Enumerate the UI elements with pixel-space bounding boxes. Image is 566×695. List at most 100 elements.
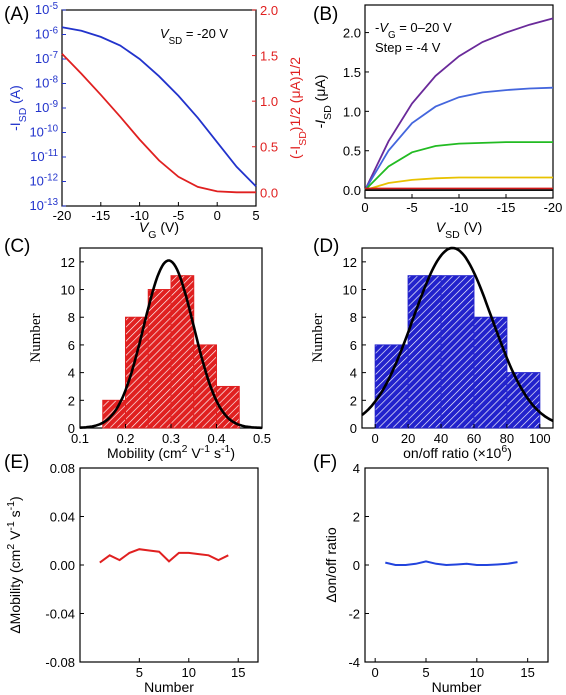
histogram-bar <box>216 385 240 429</box>
histogram-bar <box>193 344 217 429</box>
panel-label: (C) <box>4 236 30 257</box>
y-tick-label: 10 <box>343 283 357 298</box>
panel-label: (D) <box>313 236 339 257</box>
x-tick-label: -5 <box>406 200 418 215</box>
x-tick-label: 15 <box>520 665 534 680</box>
x-tick-label: 60 <box>467 431 481 446</box>
y-tick-label: 0.04 <box>50 510 75 525</box>
x-tick-label: 0 <box>361 200 368 215</box>
histogram-bar <box>407 275 442 429</box>
x-tick-label: -20 <box>53 208 72 223</box>
y-axis-label: Δon/off ratio <box>323 527 339 602</box>
y-tick-label: 0.08 <box>50 461 75 476</box>
histogram-bar <box>125 316 149 429</box>
x-tick-label: 100 <box>529 431 551 446</box>
histogram-bar <box>374 344 409 429</box>
panel-label: (A) <box>4 4 29 25</box>
panel-c: 0.1 0.2 0.3 0.4 0.5 0 2 4 6 8 10 12 Mobility (cm2 V-… <box>28 247 271 461</box>
series-line <box>364 17 554 191</box>
y-tick-label: 4 <box>68 366 75 381</box>
y-tick-label: 2 <box>68 393 75 408</box>
y-axis-label: Number <box>28 313 44 362</box>
x-tick-label: 0.3 <box>162 431 180 446</box>
y-axis-label: Number <box>310 313 326 362</box>
x-axis-label: Number <box>432 679 482 695</box>
y-tick-label: 2.0 <box>343 26 361 41</box>
gaussian-fit-curve <box>79 259 262 430</box>
histogram-bar <box>506 372 541 429</box>
x-tick-label: 0 <box>214 208 221 223</box>
y-right-axis-label: (-ISD)1/2 (μA)1/2 <box>287 57 309 159</box>
y-left-tick-label: 10-8 <box>35 74 58 91</box>
y-right-tick-label: 2.0 <box>260 3 278 18</box>
y-left-tick-label: 10-13 <box>29 197 58 214</box>
x-tick-label: 0.5 <box>253 431 271 446</box>
x-tick-label: 40 <box>434 431 448 446</box>
series-line <box>364 86 554 191</box>
y-tick-label: -0.04 <box>45 607 75 622</box>
y-left-tick-label: 10-10 <box>29 123 58 140</box>
x-tick-label: 20 <box>401 431 415 446</box>
y-axis-label: -ISD (μA) <box>312 75 334 129</box>
x-tick-label: 10 <box>182 665 196 680</box>
y-left-tick-label: 10-11 <box>30 148 58 165</box>
y-tick-label: 2 <box>350 393 357 408</box>
y-tick-label: -2 <box>348 607 360 622</box>
panel-f: 0 5 10 15 -4 -2 0 2 4 Number Δon/off ratio <box>323 461 549 695</box>
y-tick-label: -0.08 <box>45 655 75 670</box>
y-tick-label: 12 <box>343 255 357 270</box>
y-tick-label: 8 <box>350 310 357 325</box>
y-tick-label: 10 <box>61 283 75 298</box>
x-tick-label: 0.4 <box>207 431 225 446</box>
series-line-sqrt-current <box>61 53 256 194</box>
y-left-tick-label: 10-7 <box>35 50 58 67</box>
x-axis-label: VSD (V) <box>436 219 483 241</box>
panel-label: (B) <box>313 4 338 25</box>
y-tick-label: 0.0 <box>343 183 361 198</box>
y-right-tick-label: 0.0 <box>260 185 278 200</box>
gaussian-fit-curve <box>361 246 554 423</box>
x-tick-label: 5 <box>422 665 429 680</box>
panel-d: 0 20 40 60 80 100 0 2 4 6 8 10 12 on/off ratio (×106)… <box>310 246 554 461</box>
y-tick-label: 2 <box>353 510 360 525</box>
x-tick-label: -10 <box>130 208 149 223</box>
x-tick-label: -10 <box>450 200 469 215</box>
y-right-tick-label: 1.5 <box>260 49 278 64</box>
x-tick-label: 5 <box>252 208 259 223</box>
x-axis-label: Mobility (cm2 V-1 s-1) <box>107 443 235 461</box>
x-tick-label: 80 <box>500 431 514 446</box>
y-right-tick-label: 1.0 <box>260 94 278 109</box>
y-tick-label: 0 <box>68 421 75 436</box>
series-line <box>385 560 518 567</box>
y-left-axis-label: -ISD (A) <box>7 85 29 131</box>
plot-frame <box>79 467 259 663</box>
y-tick-label: 1.0 <box>343 104 361 119</box>
y-axis-label: ΔMobility (cm2 V-1 s-1) <box>5 496 23 633</box>
y-right-tick-label: 0.5 <box>260 140 278 155</box>
x-tick-label: 0 <box>372 431 379 446</box>
panel-label: (E) <box>4 452 29 473</box>
x-tick-label: -5 <box>173 208 185 223</box>
x-tick-label: 15 <box>231 665 245 680</box>
x-tick-label: 5 <box>136 665 143 680</box>
histogram-bar <box>473 316 508 429</box>
y-tick-label: 6 <box>350 338 357 353</box>
panel-b: 0 -5 -10 -15 -20 0.0 0.5 1.0 1.5 2.0 -VG = 0–20 VS… <box>312 4 562 241</box>
y-tick-label: 4 <box>350 366 357 381</box>
histogram-bar <box>440 275 475 429</box>
series-line <box>364 176 553 191</box>
panel-e: 5 10 15 -0.08 -0.04 0.00 0.04 0.08 Number ΔMobili… <box>5 461 259 695</box>
annotation-vg: -VG = 0–20 V <box>375 20 452 41</box>
y-tick-label: 0 <box>353 558 360 573</box>
y-tick-label: 12 <box>61 255 75 270</box>
x-tick-label: -15 <box>91 208 110 223</box>
x-axis-label: VG (V) <box>139 219 179 241</box>
y-left-tick-label: 10-12 <box>29 172 58 189</box>
x-tick-label: 10 <box>470 665 484 680</box>
series-line <box>99 548 229 564</box>
y-tick-label: 4 <box>353 461 360 476</box>
panel-a: -20 -15 -10 -5 0 5 10-13 10-12 10-11 10-10 10-9 10-… <box>7 1 309 242</box>
y-tick-label: 0 <box>350 421 357 436</box>
x-tick-label: 0.2 <box>116 431 134 446</box>
